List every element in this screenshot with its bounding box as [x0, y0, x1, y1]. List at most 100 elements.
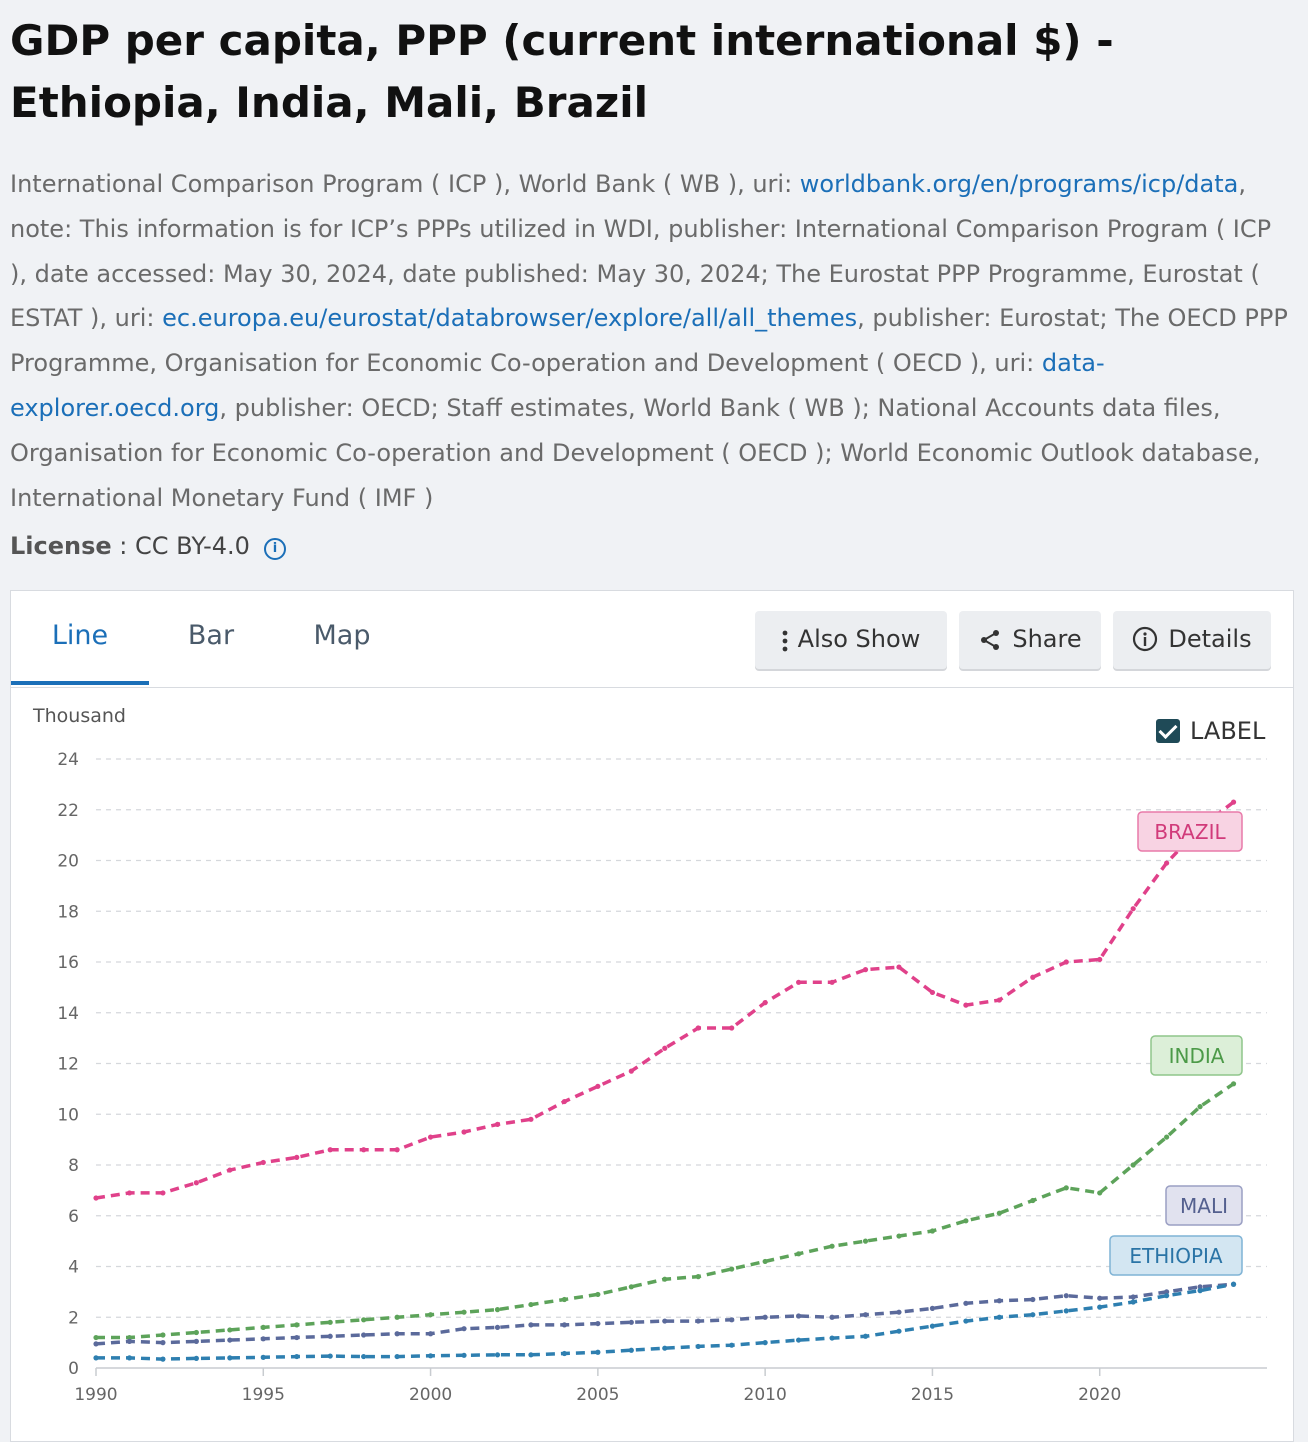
india-data-point	[394, 1314, 400, 1320]
brazil-data-point	[1230, 799, 1237, 805]
india-series-label: INDIA	[1169, 1044, 1225, 1068]
ethiopia-data-point	[628, 1347, 634, 1353]
y-tick-label: 4	[68, 1258, 79, 1278]
license-info-icon[interactable]: i	[263, 538, 286, 560]
india-data-point	[929, 1228, 936, 1234]
india-data-point	[729, 1266, 735, 1272]
india-data-point	[695, 1274, 701, 1280]
ethiopia-data-point	[1164, 1293, 1170, 1299]
x-tick-label: 2015	[911, 1385, 954, 1405]
y-tick-label: 16	[57, 953, 79, 973]
label-checkbox[interactable]	[1156, 719, 1180, 743]
brazil-data-point	[1130, 906, 1136, 912]
x-tick-label: 2010	[744, 1385, 787, 1405]
ethiopia-data-point	[796, 1337, 802, 1343]
brazil-data-point	[628, 1068, 634, 1074]
also-show-button[interactable]: Also Show	[755, 611, 947, 669]
india-data-point	[294, 1322, 300, 1328]
brazil-series-label: BRAZIL	[1154, 820, 1226, 844]
mali-data-point	[695, 1318, 701, 1324]
mali-data-point	[461, 1326, 467, 1332]
india-data-point	[829, 1243, 835, 1249]
y-tick-label: 0	[68, 1359, 79, 1379]
y-tick-label: 22	[57, 801, 79, 821]
mali-data-point	[896, 1309, 902, 1315]
brazil-label-box	[1137, 811, 1243, 852]
brazil-data-point	[528, 1116, 534, 1122]
share-button[interactable]: Share	[959, 611, 1101, 669]
india-data-point	[361, 1317, 367, 1323]
x-tick-label: 1990	[74, 1385, 117, 1405]
india-data-point	[193, 1329, 199, 1336]
tab-bar[interactable]: Bar	[187, 620, 235, 651]
mali-data-point	[662, 1318, 668, 1324]
ethiopia-data-point	[762, 1340, 768, 1346]
india-data-point	[963, 1218, 969, 1224]
tab-map[interactable]: Map	[313, 620, 371, 651]
ethiopia-data-point	[327, 1353, 333, 1359]
mali-data-point	[729, 1317, 735, 1323]
share-icon	[981, 630, 1000, 650]
brazil-data-point	[695, 1025, 701, 1031]
label-toggle[interactable]: LABEL	[1156, 717, 1265, 745]
ethiopia-label-box	[1109, 1235, 1243, 1276]
mali-data-point	[963, 1300, 969, 1306]
india-data-point	[160, 1332, 166, 1338]
brazil-data-point	[461, 1129, 467, 1135]
mali-data-point	[862, 1312, 869, 1318]
ethiopia-data-point	[896, 1328, 902, 1334]
mali-data-point	[327, 1333, 333, 1339]
brazil-data-point	[1063, 959, 1069, 965]
ethiopia-data-point	[1063, 1308, 1069, 1314]
source-citation: International Comparison Program ( ICP )…	[10, 162, 1295, 520]
y-tick-label: 14	[57, 1004, 79, 1024]
india-data-point	[327, 1319, 333, 1325]
brazil-data-point	[93, 1195, 99, 1201]
ethiopia-data-point	[160, 1356, 166, 1362]
mali-data-point	[595, 1320, 601, 1327]
ethiopia-data-point	[729, 1342, 735, 1348]
ethiopia-data-point	[561, 1350, 568, 1357]
mali-data-point	[829, 1314, 835, 1320]
ethiopia-data-point	[662, 1345, 668, 1351]
brazil-data-point	[294, 1154, 300, 1160]
eurostat-link[interactable]: ec.europa.eu/eurostat/databrowser/explor…	[162, 304, 858, 333]
info-icon	[1133, 626, 1158, 652]
details-button[interactable]: Details	[1113, 611, 1271, 669]
brazil-data-point	[160, 1190, 166, 1196]
source-text-1: International Comparison Program ( ICP )…	[10, 170, 800, 198]
ethiopia-data-point	[427, 1353, 434, 1359]
page-title: GDP per capita, PPP (current internation…	[10, 16, 1114, 127]
brazil-data-point	[996, 997, 1002, 1003]
brazil-data-point	[260, 1159, 266, 1166]
y-tick-label: 18	[57, 902, 79, 922]
mali-data-point	[160, 1340, 166, 1346]
tab-line[interactable]: Line	[11, 591, 149, 685]
share-label: Share	[1012, 625, 1082, 653]
india-data-point	[1097, 1190, 1103, 1196]
mali-data-point	[528, 1322, 534, 1328]
ethiopia-data-point	[1030, 1312, 1036, 1318]
india-data-point	[427, 1312, 434, 1318]
y-axis-unit: Thousand	[33, 705, 126, 727]
india-data-point	[628, 1284, 634, 1290]
worldbank-icp-link[interactable]: worldbank.org/en/programs/icp/data	[799, 170, 1239, 198]
y-tick-label: 6	[68, 1207, 79, 1227]
brazil-series-line	[95, 800, 1235, 1200]
mali-data-point	[996, 1298, 1002, 1304]
details-label: Details	[1168, 625, 1252, 653]
brazil-data-point	[796, 979, 802, 985]
mali-data-point	[260, 1336, 266, 1342]
x-tick-label: 2000	[409, 1385, 452, 1405]
india-data-point	[662, 1276, 668, 1282]
india-series-line	[96, 1082, 1235, 1340]
y-tick-label: 24	[57, 750, 79, 770]
india-data-point	[1130, 1162, 1136, 1168]
ethiopia-series-line	[96, 1282, 1234, 1361]
ethiopia-data-point	[394, 1353, 400, 1360]
ethiopia-data-point	[461, 1352, 467, 1358]
oecd-link[interactable]: data-explorer.oecd.org	[10, 349, 1105, 422]
y-tick-label: 10	[57, 1105, 79, 1125]
mali-data-point	[494, 1324, 501, 1330]
